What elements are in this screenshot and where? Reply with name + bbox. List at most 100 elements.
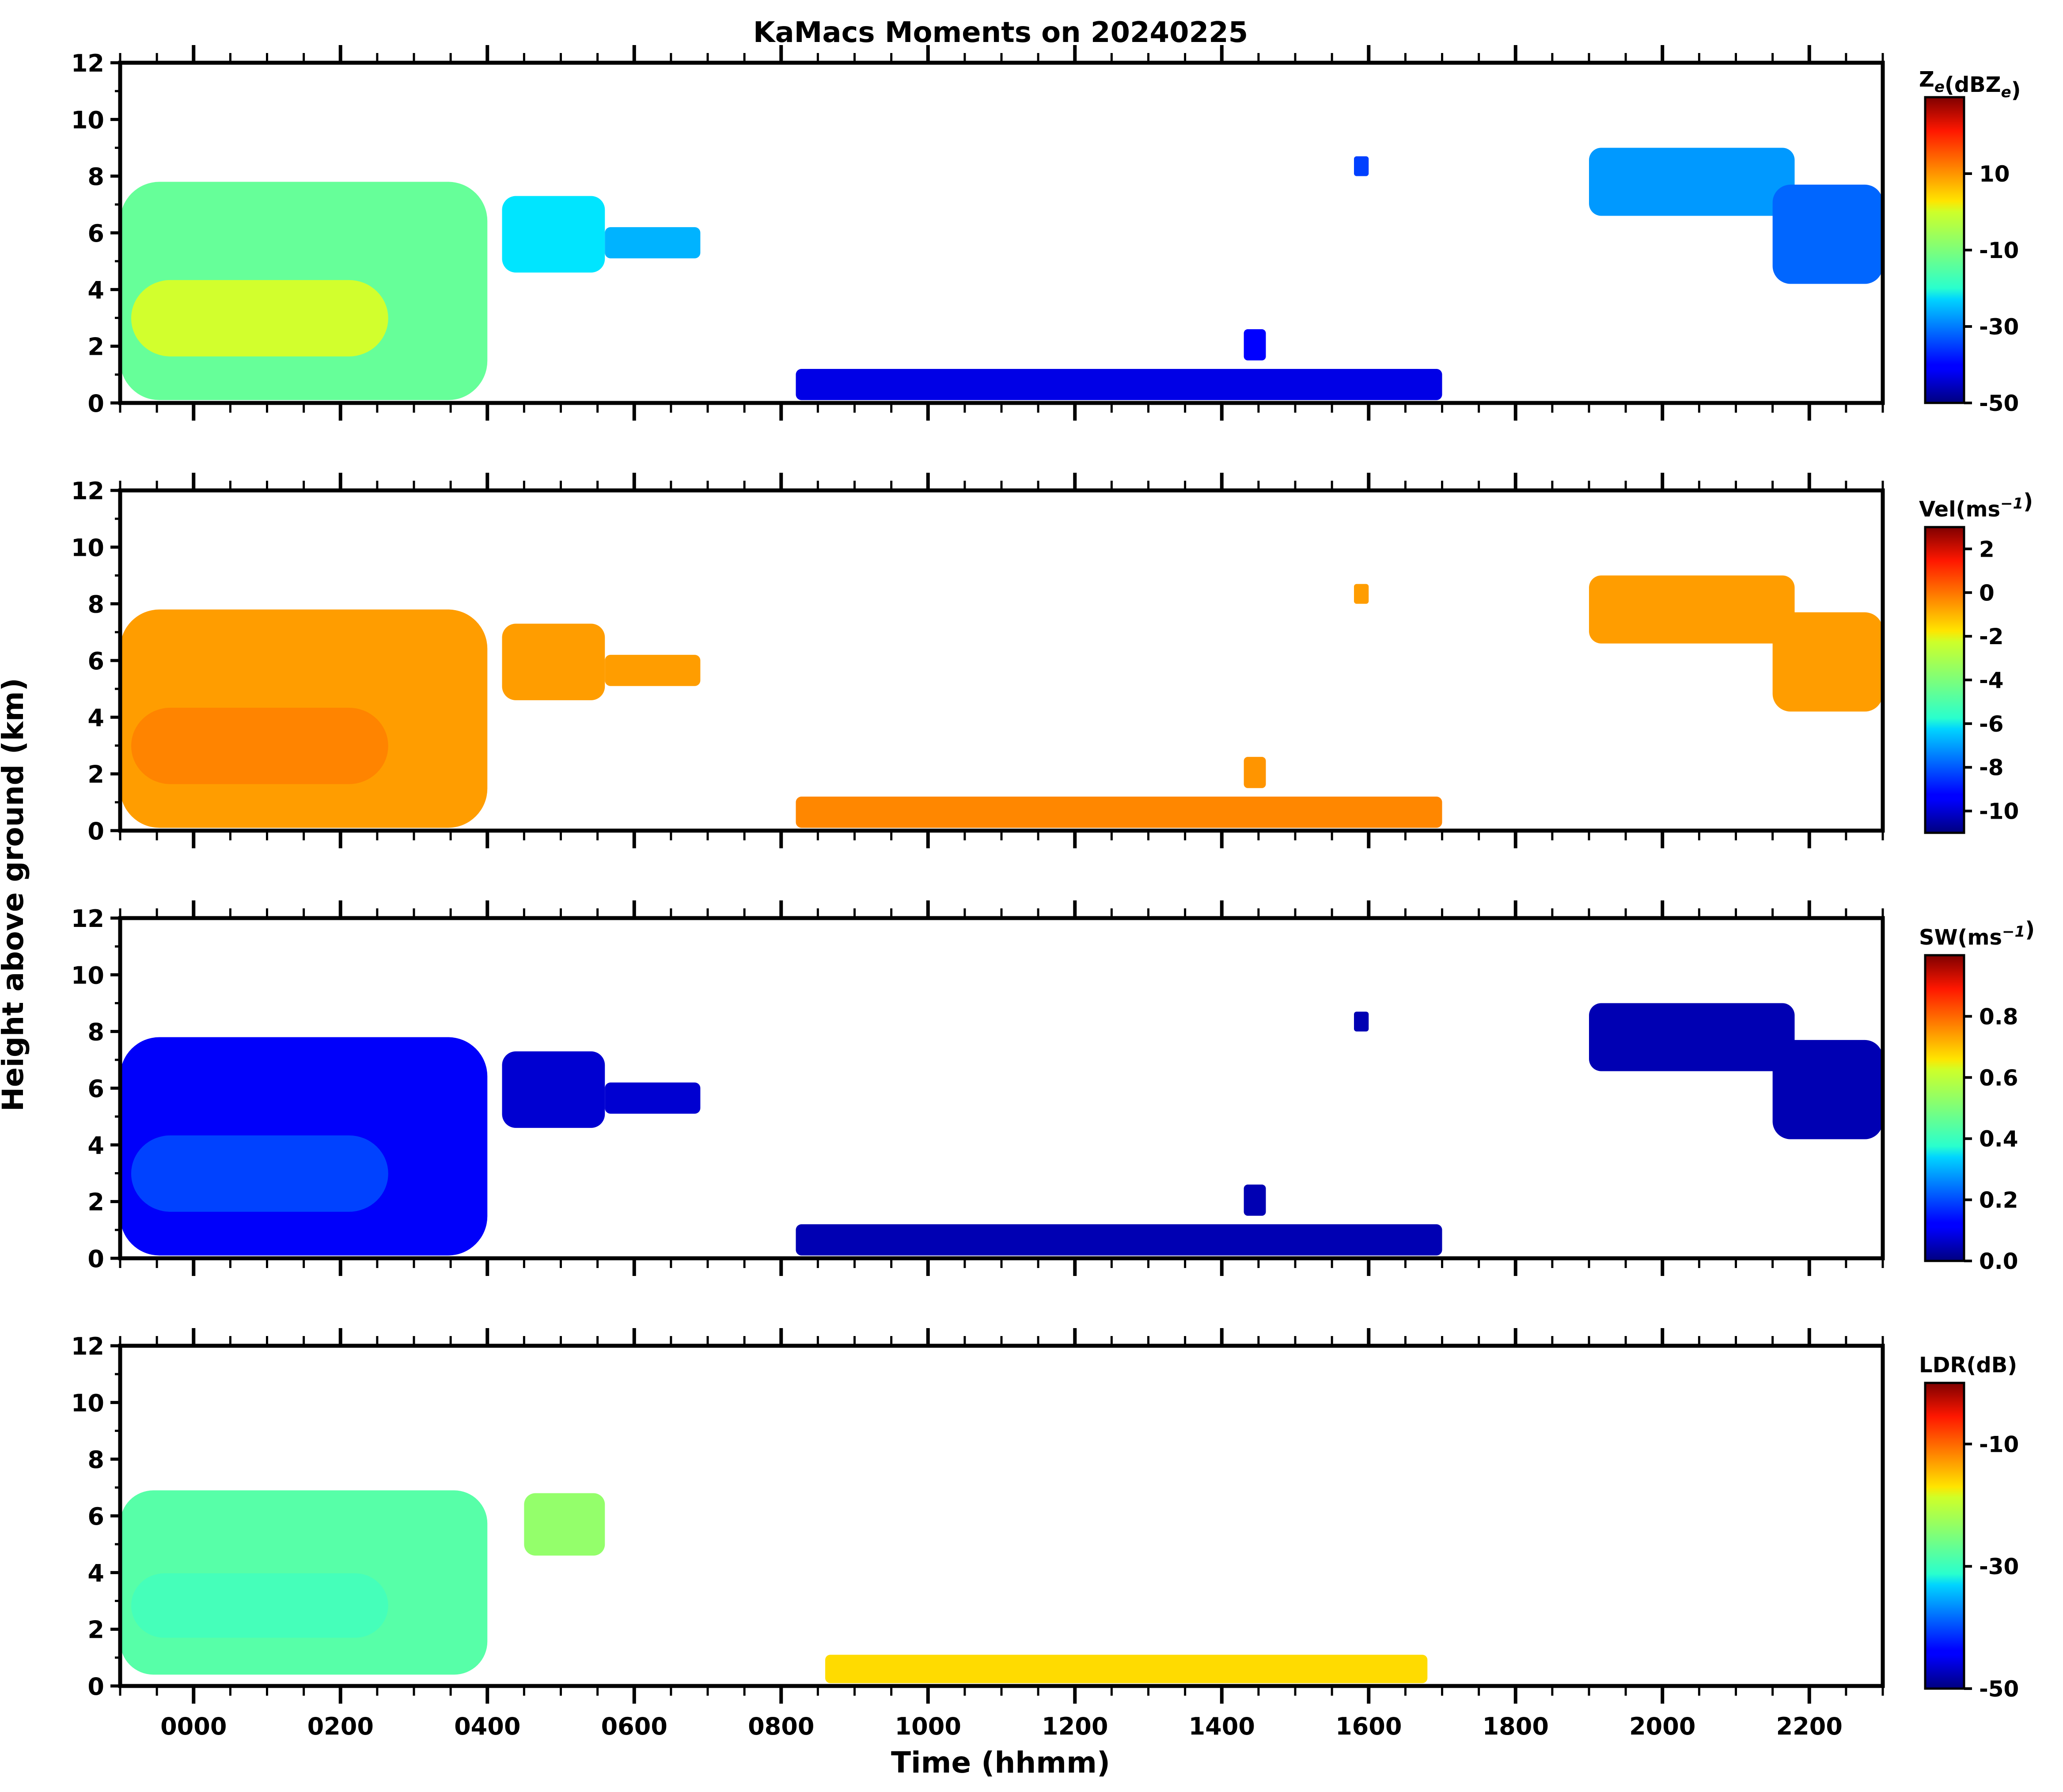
y-axis: 0 2 4 6 8 10 12	[71, 477, 120, 845]
y-tick-label: 2	[87, 761, 104, 789]
echo-region	[825, 1655, 1428, 1683]
colorbar-title-part: −1	[2000, 495, 2023, 513]
echo-region	[1354, 156, 1369, 176]
echo-region	[605, 1082, 701, 1114]
colorbar-reflectivity: 10 -10 -30 -50 Ze(dBZe)	[1919, 67, 2021, 416]
x-tick-label: 1200	[1042, 1712, 1108, 1740]
colorbar-title-part: −1	[2002, 923, 2025, 941]
colorbar-tick-label: 0.8	[1979, 1004, 2018, 1029]
echo-region	[1589, 575, 1795, 644]
y-tick-label: 8	[87, 591, 104, 619]
colorbar-title-part: e	[2001, 84, 2011, 101]
echo-region	[502, 1051, 605, 1128]
colorbar-tick-label: 0	[1979, 580, 1995, 606]
colorbar-title: LDR(dB)	[1919, 1353, 2017, 1378]
y-axis-label: Height above ground (km)	[0, 678, 30, 1112]
echo-layer	[120, 1003, 1883, 1256]
echo-region	[1589, 1003, 1795, 1071]
echo-layer	[120, 575, 1883, 828]
x-tick-label: 1000	[895, 1712, 961, 1740]
echo-region	[1354, 1011, 1369, 1032]
y-tick-label: 10	[71, 961, 104, 989]
echo-region	[605, 227, 701, 258]
echo-region	[1244, 757, 1266, 788]
colorbar-title-part: (dBZ	[1945, 72, 2001, 97]
echo-region	[502, 196, 605, 273]
y-tick-label: 4	[87, 704, 104, 732]
y-tick-label: 2	[87, 1188, 104, 1216]
y-tick-label: 6	[87, 1075, 104, 1103]
colorbar-gradient	[1924, 954, 1965, 1262]
echo-core	[131, 280, 388, 357]
colorbar-title: Vel(ms−1)	[1919, 489, 2033, 522]
y-axis: 0 2 4 6 8 10 12	[71, 49, 120, 418]
x-tick-label: 0000	[160, 1712, 227, 1740]
colorbar-tick-label: 0.0	[1979, 1249, 2018, 1274]
x-tick-label: 1600	[1335, 1712, 1402, 1740]
y-tick-label: 4	[87, 276, 104, 304]
colorbar-tick-label: -30	[1979, 314, 2019, 340]
y-tick-label: 6	[87, 1503, 104, 1530]
echo-region	[796, 797, 1442, 828]
colorbar-tick-label: -10	[1979, 1431, 2019, 1457]
y-tick-label: 2	[87, 333, 104, 361]
colorbar-tick-label: -50	[1979, 391, 2019, 416]
y-tick-label: 12	[71, 1333, 104, 1360]
echo-region	[796, 369, 1442, 400]
echo-region	[1244, 1185, 1266, 1216]
colorbar-tick-label: 0.6	[1979, 1065, 2018, 1091]
x-tick-label: 0400	[454, 1712, 520, 1740]
x-axis-label: Time (hhmm)	[891, 1746, 1110, 1780]
colorbar-title-part: Vel(ms	[1919, 497, 2000, 522]
x-tick-label: 2000	[1629, 1712, 1695, 1740]
echo-core	[131, 1573, 388, 1638]
echo-region	[1354, 584, 1369, 604]
y-tick-label: 0	[87, 390, 104, 418]
colorbar-tick-label: -6	[1979, 711, 2004, 737]
colorbar-tick-label: -50	[1979, 1676, 2019, 1702]
y-tick-label: 6	[87, 220, 104, 247]
y-tick-label: 4	[87, 1559, 104, 1587]
echo-region	[796, 1224, 1442, 1256]
y-axis: 0 2 4 6 8 10 12	[71, 905, 120, 1273]
x-tick-label: 2200	[1776, 1712, 1843, 1740]
panels: 0 2 4 6 8 10 12 10 -10 -30 -50 Ze(dBZe) 0 2 4 6 8 10 12 2 0 -…	[71, 45, 2035, 1740]
panel-reflectivity: 0 2 4 6 8 10 12 10 -10 -30 -50 Ze(dBZe)	[71, 45, 2021, 421]
echo-region	[524, 1493, 605, 1556]
echo-region	[605, 655, 701, 686]
colorbar-tick-label: -30	[1979, 1554, 2019, 1579]
y-tick-label: 8	[87, 1446, 104, 1474]
echo-region	[1772, 612, 1883, 712]
echo-region	[1772, 184, 1883, 284]
y-tick-label: 10	[71, 534, 104, 562]
colorbar-gradient	[1924, 526, 1965, 834]
x-tick-label: 0800	[748, 1712, 814, 1740]
echo-region	[502, 623, 605, 700]
x-axis	[119, 473, 1884, 848]
colorbar-ldr: -10 -30 -50 LDR(dB)	[1919, 1353, 2019, 1702]
echo-region	[1772, 1040, 1883, 1139]
y-tick-label: 10	[71, 106, 104, 134]
colorbar-tick-label: 0.2	[1979, 1188, 2018, 1213]
colorbar-title-part: )	[2011, 78, 2021, 103]
colorbar-tick-label: -10	[1979, 799, 2019, 824]
panel-ldr: 0 2 4 6 8 10 12 0000 0200 0400 0600 0800 1000 1200 140…	[71, 1328, 2019, 1740]
echo-layer	[120, 1490, 1428, 1683]
colorbar-title-part: LDR(dB)	[1919, 1353, 2017, 1378]
y-tick-label: 10	[71, 1389, 104, 1417]
colorbar-gradient	[1924, 1382, 1965, 1690]
x-tick-label: 0200	[307, 1712, 374, 1740]
y-tick-label: 12	[71, 477, 104, 505]
echo-region	[1589, 148, 1795, 216]
colorbar-tick-label: -2	[1979, 624, 2004, 649]
colorbar-tick-label: -8	[1979, 755, 2004, 781]
y-axis: 0 2 4 6 8 10 12	[71, 1333, 120, 1701]
echo-core	[131, 707, 388, 784]
panel-velocity: 0 2 4 6 8 10 12 2 0 -2 -4 -6 -8 -10 Vel(ms−1)	[71, 473, 2033, 848]
colorbar-title-part: SW(ms	[1919, 925, 2002, 950]
y-tick-label: 12	[71, 49, 104, 77]
x-tick-label: 1400	[1189, 1712, 1255, 1740]
y-tick-label: 12	[71, 905, 104, 933]
colorbar-title: SW(ms−1)	[1919, 917, 2035, 950]
x-axis	[119, 900, 1884, 1276]
